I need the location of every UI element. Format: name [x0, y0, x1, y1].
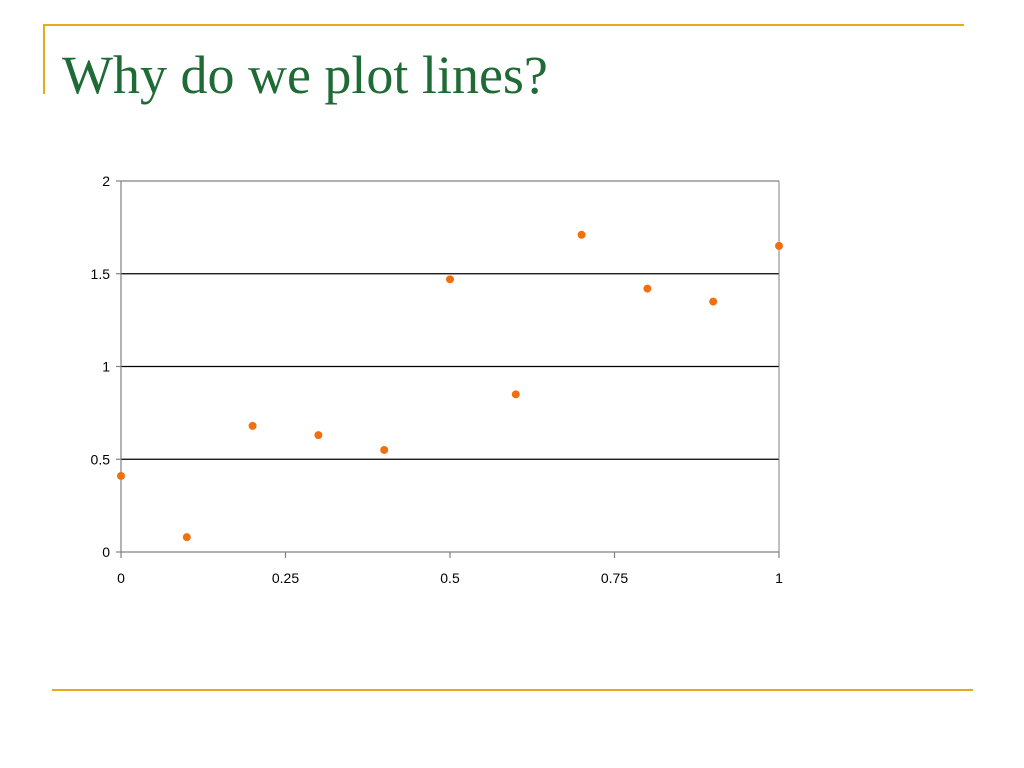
- y-tick-label-4: 2: [102, 173, 110, 189]
- data-point-6: [511, 390, 520, 399]
- tick-labels: 0 0.5 1 1.5 2 0 0.25 0.5 0.75 1: [91, 173, 784, 586]
- data-point-9: [709, 297, 718, 306]
- data-points: [117, 230, 783, 542]
- slide-title: Why do we plot lines?: [62, 45, 548, 105]
- data-point-7: [577, 230, 586, 239]
- data-point-10: [775, 241, 783, 250]
- data-point-1: [182, 533, 191, 542]
- x-tick-label-3: 0.75: [601, 570, 628, 586]
- x-tick-label-0: 0: [117, 570, 125, 586]
- data-point-0: [117, 471, 125, 480]
- axes: [116, 180, 780, 558]
- data-point-5: [446, 275, 454, 284]
- y-tick-label-2: 1: [102, 359, 110, 375]
- x-tick-label-1: 0.25: [272, 570, 299, 586]
- left-accent-line: [43, 24, 45, 94]
- data-point-3: [314, 431, 323, 440]
- data-point-4: [380, 445, 389, 454]
- x-tick-label-2: 0.5: [440, 570, 460, 586]
- y-tick-label-1: 0.5: [91, 451, 111, 467]
- y-tick-label-0: 0: [102, 544, 110, 560]
- data-point-8: [643, 284, 652, 293]
- data-point-2: [248, 421, 257, 430]
- y-tick-label-3: 1.5: [91, 266, 111, 282]
- gridlines: [121, 180, 779, 460]
- x-tick-label-4: 1: [775, 570, 783, 586]
- bottom-accent-line: [52, 689, 973, 691]
- top-accent-line: [43, 24, 964, 26]
